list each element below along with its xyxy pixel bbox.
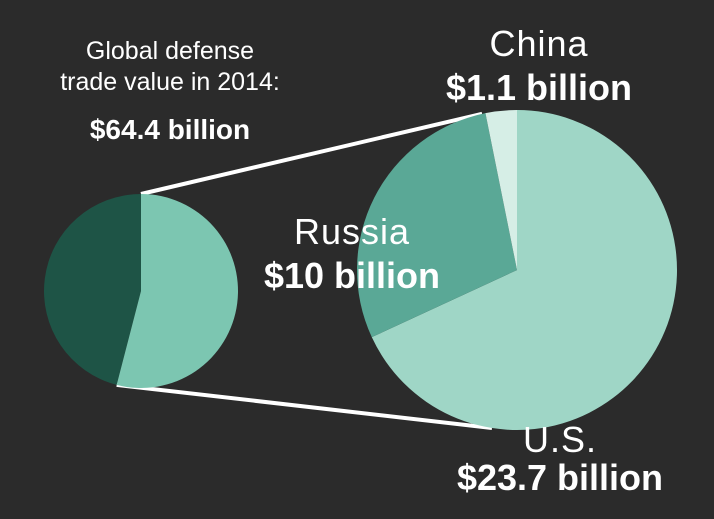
total-slice	[44, 194, 142, 385]
category-label: Russia	[293, 211, 411, 252]
value-label: $23.7 billion	[456, 457, 664, 498]
total-label: $64.4 billion	[89, 114, 251, 145]
connector-line	[140, 111, 483, 196]
category-label: China	[489, 23, 589, 64]
share-slice	[116, 194, 239, 388]
pie-slice	[371, 110, 677, 430]
pie-slice	[485, 110, 517, 270]
value-label: $1.1 billion	[445, 67, 633, 108]
value-label: $10 billion	[263, 255, 441, 296]
connector-line	[116, 382, 493, 431]
pie-slice	[357, 113, 517, 338]
chart-title: Global defense trade value in 2014:	[60, 37, 280, 97]
category-label: U.S.	[522, 419, 598, 460]
